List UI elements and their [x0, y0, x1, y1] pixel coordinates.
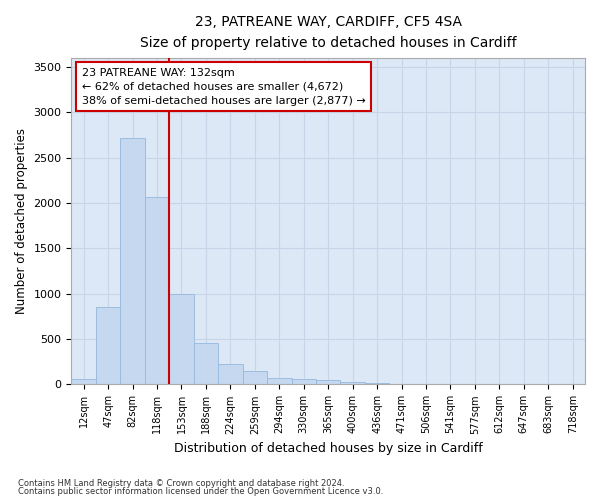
Bar	[71, 379, 96, 384]
X-axis label: Distribution of detached houses by size in Cardiff: Distribution of detached houses by size …	[174, 442, 482, 455]
Bar	[96, 308, 121, 384]
Bar	[121, 138, 145, 384]
Text: Contains HM Land Registry data © Crown copyright and database right 2024.: Contains HM Land Registry data © Crown c…	[18, 478, 344, 488]
Text: Contains public sector information licensed under the Open Government Licence v3: Contains public sector information licen…	[18, 487, 383, 496]
Bar	[292, 380, 316, 384]
Bar	[316, 380, 340, 384]
Bar	[218, 364, 242, 384]
Bar	[267, 378, 292, 384]
Bar	[340, 382, 365, 384]
Bar	[242, 371, 267, 384]
Bar	[169, 294, 194, 384]
Bar	[145, 198, 169, 384]
Text: 23 PATREANE WAY: 132sqm
← 62% of detached houses are smaller (4,672)
38% of semi: 23 PATREANE WAY: 132sqm ← 62% of detache…	[82, 68, 365, 106]
Bar	[365, 382, 389, 384]
Title: 23, PATREANE WAY, CARDIFF, CF5 4SA
Size of property relative to detached houses : 23, PATREANE WAY, CARDIFF, CF5 4SA Size …	[140, 15, 517, 50]
Bar	[194, 342, 218, 384]
Y-axis label: Number of detached properties: Number of detached properties	[15, 128, 28, 314]
